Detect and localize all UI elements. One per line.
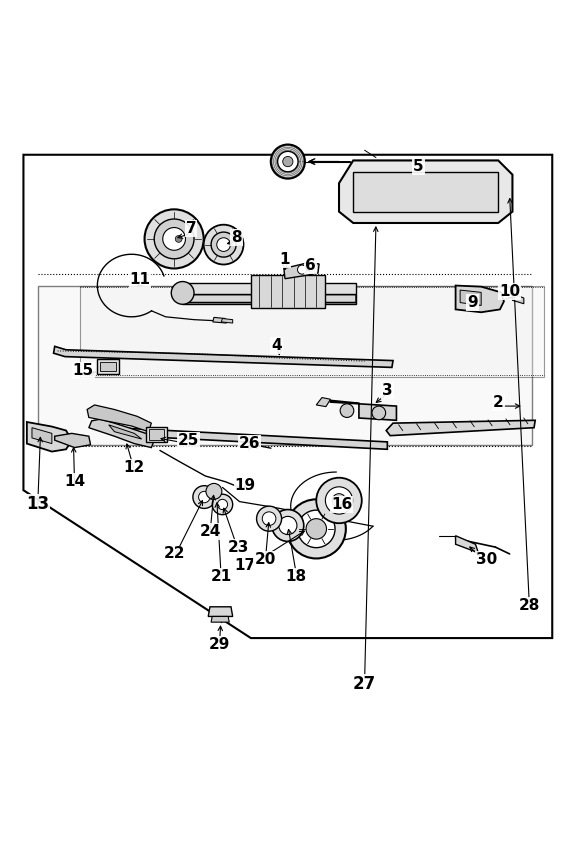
Polygon shape	[32, 428, 52, 444]
Text: 29: 29	[209, 637, 230, 652]
Circle shape	[332, 494, 346, 507]
Polygon shape	[316, 398, 331, 407]
Text: 15: 15	[72, 363, 93, 378]
Text: 5: 5	[413, 159, 424, 174]
Circle shape	[283, 156, 293, 167]
Text: 27: 27	[353, 674, 376, 693]
Polygon shape	[460, 290, 481, 306]
Circle shape	[171, 282, 194, 305]
Polygon shape	[284, 262, 319, 279]
Text: 26: 26	[239, 436, 260, 451]
Circle shape	[262, 511, 276, 526]
FancyBboxPatch shape	[146, 427, 168, 442]
Text: 19: 19	[235, 479, 256, 493]
Circle shape	[279, 517, 297, 534]
Polygon shape	[339, 160, 512, 223]
Circle shape	[163, 228, 185, 251]
Circle shape	[211, 232, 236, 257]
Polygon shape	[109, 422, 388, 449]
FancyBboxPatch shape	[97, 360, 119, 374]
Text: 11: 11	[129, 273, 150, 287]
Circle shape	[271, 144, 305, 179]
Polygon shape	[54, 346, 393, 367]
Text: 28: 28	[519, 598, 540, 613]
Circle shape	[217, 238, 230, 252]
Text: 2: 2	[493, 395, 504, 409]
Circle shape	[372, 406, 386, 419]
Circle shape	[278, 151, 298, 172]
Polygon shape	[455, 536, 478, 553]
Polygon shape	[512, 294, 524, 304]
Circle shape	[340, 403, 354, 418]
Polygon shape	[80, 285, 544, 376]
Text: 10: 10	[499, 284, 520, 299]
Polygon shape	[455, 285, 504, 312]
Circle shape	[212, 495, 233, 515]
Circle shape	[175, 235, 182, 242]
Text: 7: 7	[186, 221, 197, 236]
Circle shape	[298, 510, 335, 548]
Circle shape	[325, 487, 353, 514]
Text: 14: 14	[64, 474, 85, 490]
Text: 12: 12	[124, 460, 145, 475]
Polygon shape	[353, 172, 498, 212]
Circle shape	[256, 506, 282, 531]
Text: 4: 4	[271, 338, 282, 353]
Circle shape	[298, 265, 307, 274]
Circle shape	[306, 519, 327, 539]
Text: 6: 6	[305, 258, 316, 273]
Circle shape	[217, 500, 227, 510]
Polygon shape	[221, 318, 233, 323]
Circle shape	[198, 491, 210, 503]
Text: 17: 17	[235, 558, 256, 573]
Text: 21: 21	[211, 569, 232, 584]
Text: 3: 3	[382, 383, 393, 398]
Text: 22: 22	[164, 546, 185, 561]
Text: 16: 16	[331, 497, 352, 512]
Polygon shape	[213, 317, 226, 323]
FancyBboxPatch shape	[149, 430, 165, 440]
Circle shape	[145, 209, 203, 268]
Circle shape	[287, 500, 346, 559]
Polygon shape	[87, 405, 152, 431]
Circle shape	[154, 219, 194, 259]
Circle shape	[206, 484, 222, 500]
Polygon shape	[38, 285, 532, 445]
Circle shape	[272, 510, 304, 541]
Polygon shape	[109, 425, 142, 439]
Polygon shape	[386, 420, 535, 436]
Text: 18: 18	[286, 569, 307, 584]
Polygon shape	[181, 283, 356, 304]
Text: 20: 20	[254, 552, 276, 567]
Text: 23: 23	[227, 539, 249, 555]
Text: 8: 8	[231, 230, 242, 245]
Circle shape	[193, 485, 215, 508]
FancyBboxPatch shape	[100, 362, 116, 371]
Polygon shape	[208, 607, 233, 616]
Text: 24: 24	[200, 523, 221, 538]
Text: 1: 1	[280, 252, 290, 268]
Polygon shape	[176, 291, 356, 303]
Text: 9: 9	[467, 295, 478, 310]
Text: 13: 13	[26, 495, 49, 513]
Polygon shape	[251, 275, 325, 308]
Polygon shape	[331, 400, 397, 420]
Circle shape	[316, 478, 362, 523]
Polygon shape	[55, 433, 91, 447]
Polygon shape	[89, 419, 154, 447]
Polygon shape	[23, 154, 552, 638]
Text: 30: 30	[476, 552, 498, 567]
Polygon shape	[211, 616, 229, 622]
Circle shape	[203, 225, 243, 264]
Text: 25: 25	[178, 433, 199, 447]
Polygon shape	[27, 422, 72, 452]
